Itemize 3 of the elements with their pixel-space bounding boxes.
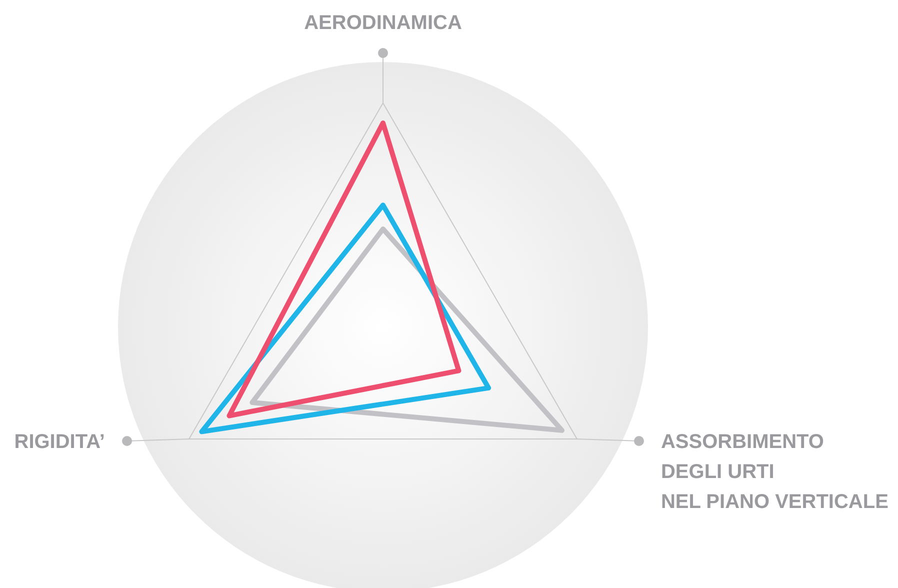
spoke-label: AERODINAMICA	[304, 12, 462, 34]
spoke-label: RIGIDITA’	[14, 431, 106, 453]
spoke-label: ASSORBIMENTO DEGLI URTI NEL PIANO VERTICALE	[660, 431, 888, 513]
